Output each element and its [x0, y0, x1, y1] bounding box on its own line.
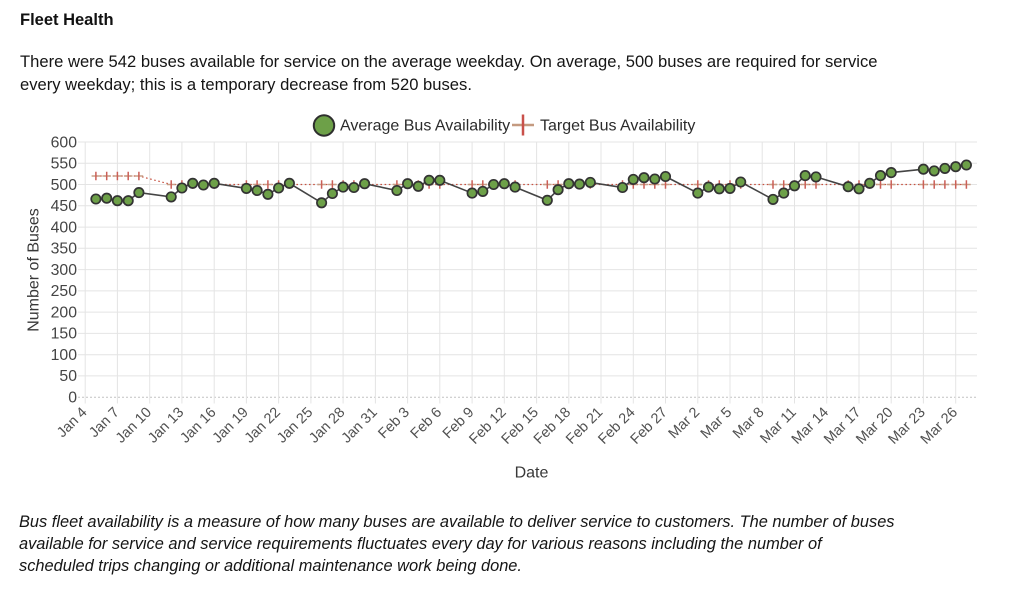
svg-text:Feb 27: Feb 27 — [628, 405, 671, 448]
svg-text:250: 250 — [51, 283, 78, 300]
svg-text:Feb 3: Feb 3 — [375, 405, 413, 443]
svg-text:Mar 26: Mar 26 — [918, 405, 961, 448]
svg-text:200: 200 — [51, 304, 78, 321]
svg-text:Jan 25: Jan 25 — [274, 405, 316, 447]
svg-text:Jan 28: Jan 28 — [306, 405, 348, 447]
svg-text:Jan 13: Jan 13 — [145, 405, 187, 447]
svg-text:300: 300 — [51, 262, 78, 279]
svg-text:100: 100 — [51, 347, 78, 364]
svg-text:Number of Buses: Number of Buses — [26, 208, 43, 332]
svg-text:500: 500 — [51, 177, 78, 194]
svg-text:600: 600 — [51, 134, 78, 151]
svg-text:Jan 4: Jan 4 — [54, 405, 90, 441]
svg-text:Jan 31: Jan 31 — [339, 405, 381, 447]
svg-text:Feb 6: Feb 6 — [408, 405, 446, 443]
svg-text:Date: Date — [515, 465, 549, 482]
svg-text:350: 350 — [51, 241, 78, 258]
svg-text:Jan 16: Jan 16 — [177, 405, 219, 447]
svg-text:Target Bus Availability: Target Bus Availability — [540, 118, 695, 135]
svg-text:400: 400 — [51, 219, 78, 236]
svg-text:Jan 19: Jan 19 — [210, 405, 252, 447]
svg-text:Average Bus Availability: Average Bus Availability — [340, 118, 510, 135]
svg-text:Jan 22: Jan 22 — [242, 405, 284, 447]
svg-text:50: 50 — [59, 368, 77, 385]
svg-text:0: 0 — [68, 390, 77, 407]
svg-text:150: 150 — [51, 326, 78, 343]
svg-text:550: 550 — [51, 156, 78, 173]
svg-text:Mar 5: Mar 5 — [698, 405, 736, 443]
svg-text:450: 450 — [51, 198, 78, 215]
svg-text:Mar 2: Mar 2 — [666, 405, 704, 443]
svg-text:Jan 10: Jan 10 — [113, 405, 155, 447]
